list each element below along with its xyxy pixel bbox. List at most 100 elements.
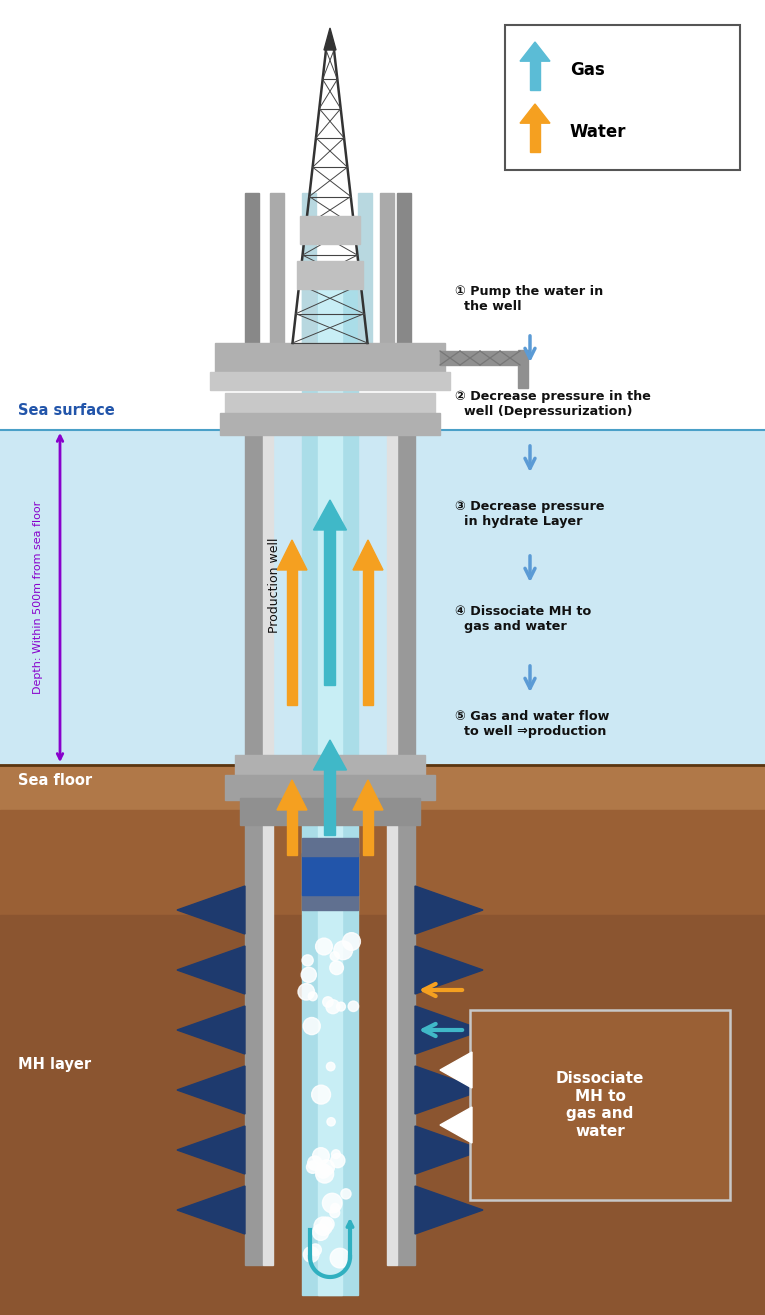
Bar [363,569,373,705]
Circle shape [316,938,332,955]
Circle shape [298,984,314,1001]
Circle shape [319,1160,334,1176]
Text: ④ Dissociate MH to
  gas and water: ④ Dissociate MH to gas and water [455,605,591,633]
FancyBboxPatch shape [505,25,740,170]
Circle shape [330,952,339,961]
Bar [0,810,765,1315]
Polygon shape [353,780,383,810]
Polygon shape [177,1066,245,1114]
Bar [387,430,397,1265]
Circle shape [303,1018,321,1035]
Text: Dissociate
MH to
gas and
water: Dissociate MH to gas and water [556,1072,644,1139]
Circle shape [348,1001,359,1011]
Bar [0,0,765,430]
Bar [263,430,273,1265]
Circle shape [330,1153,345,1168]
Bar [210,372,450,391]
Polygon shape [415,1126,483,1174]
Polygon shape [314,740,347,771]
Bar [300,216,360,243]
Polygon shape [177,945,245,994]
Polygon shape [177,886,245,934]
Polygon shape [520,104,550,124]
Circle shape [337,1002,346,1011]
Polygon shape [277,780,307,810]
Bar [397,430,415,1265]
Polygon shape [415,886,483,934]
Circle shape [327,1063,335,1070]
Polygon shape [324,28,336,50]
Bar [297,260,363,288]
Text: Water: Water [570,124,627,141]
Bar [287,810,297,855]
Bar [318,280,342,1295]
Bar [0,430,765,765]
Bar [530,124,540,153]
Polygon shape [520,42,550,62]
Circle shape [316,1165,334,1184]
Bar [302,892,358,910]
Circle shape [321,1218,334,1231]
Circle shape [307,1161,319,1173]
Polygon shape [177,1126,245,1174]
Polygon shape [353,540,383,569]
Bar [302,853,358,896]
Bar [240,798,420,825]
Text: ⑤ Gas and water flow
  to well ⇒production: ⑤ Gas and water flow to well ⇒production [455,710,610,738]
Circle shape [331,1149,340,1159]
Circle shape [304,1247,319,1262]
Bar [530,62,540,89]
Text: Gas: Gas [570,60,605,79]
Bar [302,193,316,343]
Bar [363,810,373,855]
Bar [0,915,765,1315]
Polygon shape [415,1066,483,1114]
Polygon shape [415,945,483,994]
Bar [440,351,525,366]
Bar [358,193,372,343]
Polygon shape [314,500,347,530]
Bar [0,765,765,810]
FancyBboxPatch shape [470,1010,730,1201]
Circle shape [313,1148,329,1165]
Text: ③ Decrease pressure
  in hydrate Layer: ③ Decrease pressure in hydrate Layer [455,500,604,529]
Circle shape [311,1085,330,1105]
Bar [518,350,528,388]
Circle shape [308,1156,322,1170]
Circle shape [308,992,317,1001]
Polygon shape [177,1006,245,1055]
Circle shape [323,997,333,1007]
Polygon shape [177,1186,245,1233]
Circle shape [326,999,340,1014]
Text: Depth: Within 500m from sea floor: Depth: Within 500m from sea floor [33,501,43,694]
Bar [270,193,284,343]
Text: ① Pump the water in
  the well: ① Pump the water in the well [455,285,604,313]
Bar [225,775,435,800]
Polygon shape [277,540,307,569]
Circle shape [314,1216,332,1235]
Polygon shape [415,1186,483,1233]
Circle shape [343,932,360,951]
Text: Sea floor: Sea floor [18,773,92,788]
Bar [302,838,358,856]
Circle shape [334,942,353,960]
Circle shape [330,961,343,974]
Bar [215,343,445,375]
Bar [324,771,336,835]
Circle shape [302,955,313,967]
Bar [235,755,425,777]
Text: Sea surface: Sea surface [18,402,115,418]
Polygon shape [440,1052,472,1088]
Circle shape [330,1207,340,1218]
Text: Production well: Production well [269,538,282,633]
Bar [245,430,263,1265]
Circle shape [327,1118,335,1126]
Bar [324,530,336,685]
Bar [225,393,435,416]
Bar [302,280,358,1295]
Text: MH layer: MH layer [18,1057,91,1073]
Bar [380,193,394,343]
Bar [245,193,259,343]
Circle shape [330,1248,350,1268]
Circle shape [316,1164,330,1178]
